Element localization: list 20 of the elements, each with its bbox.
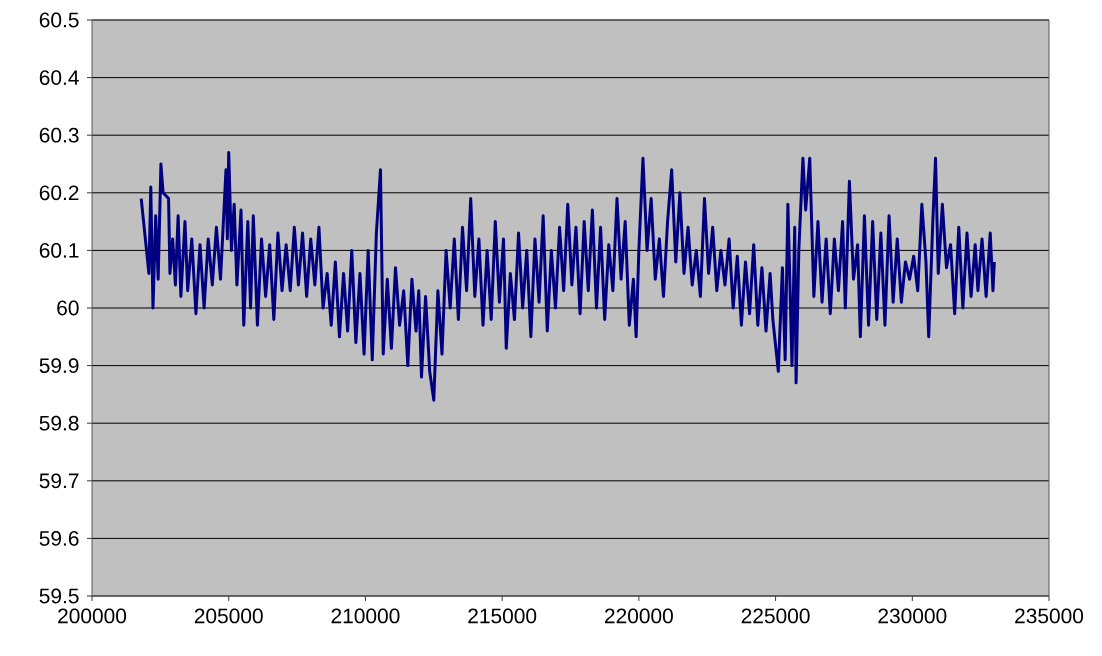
x-tick-label: 210000 [331, 608, 400, 624]
y-tick-label: 60.4 [39, 70, 79, 85]
y-tick-label: 59.6 [39, 530, 79, 546]
y-tick-label: 59.8 [39, 415, 79, 431]
x-tick-label: 220000 [605, 608, 673, 624]
y-tick-label: 59.7 [39, 473, 79, 489]
y-tick-label: 60.1 [39, 242, 79, 258]
line-series [139, 150, 996, 402]
x-tick-label: 225000 [741, 608, 810, 624]
x-tick-label: 230000 [878, 608, 947, 624]
x-tick-label: 235000 [1015, 608, 1084, 624]
y-tick-label: 59.9 [39, 358, 79, 373]
x-tick-label: 215000 [468, 608, 537, 624]
y-tick-label: 60 [57, 300, 79, 316]
x-tick-label: 205000 [194, 608, 263, 624]
y-tick-label: 60.5 [39, 12, 79, 28]
y-tick-label: 59.5 [39, 588, 79, 604]
y-tick-label: 60.2 [39, 185, 79, 201]
y-tick-label: 60.3 [39, 127, 79, 143]
x-tick-label: 200000 [58, 608, 127, 624]
